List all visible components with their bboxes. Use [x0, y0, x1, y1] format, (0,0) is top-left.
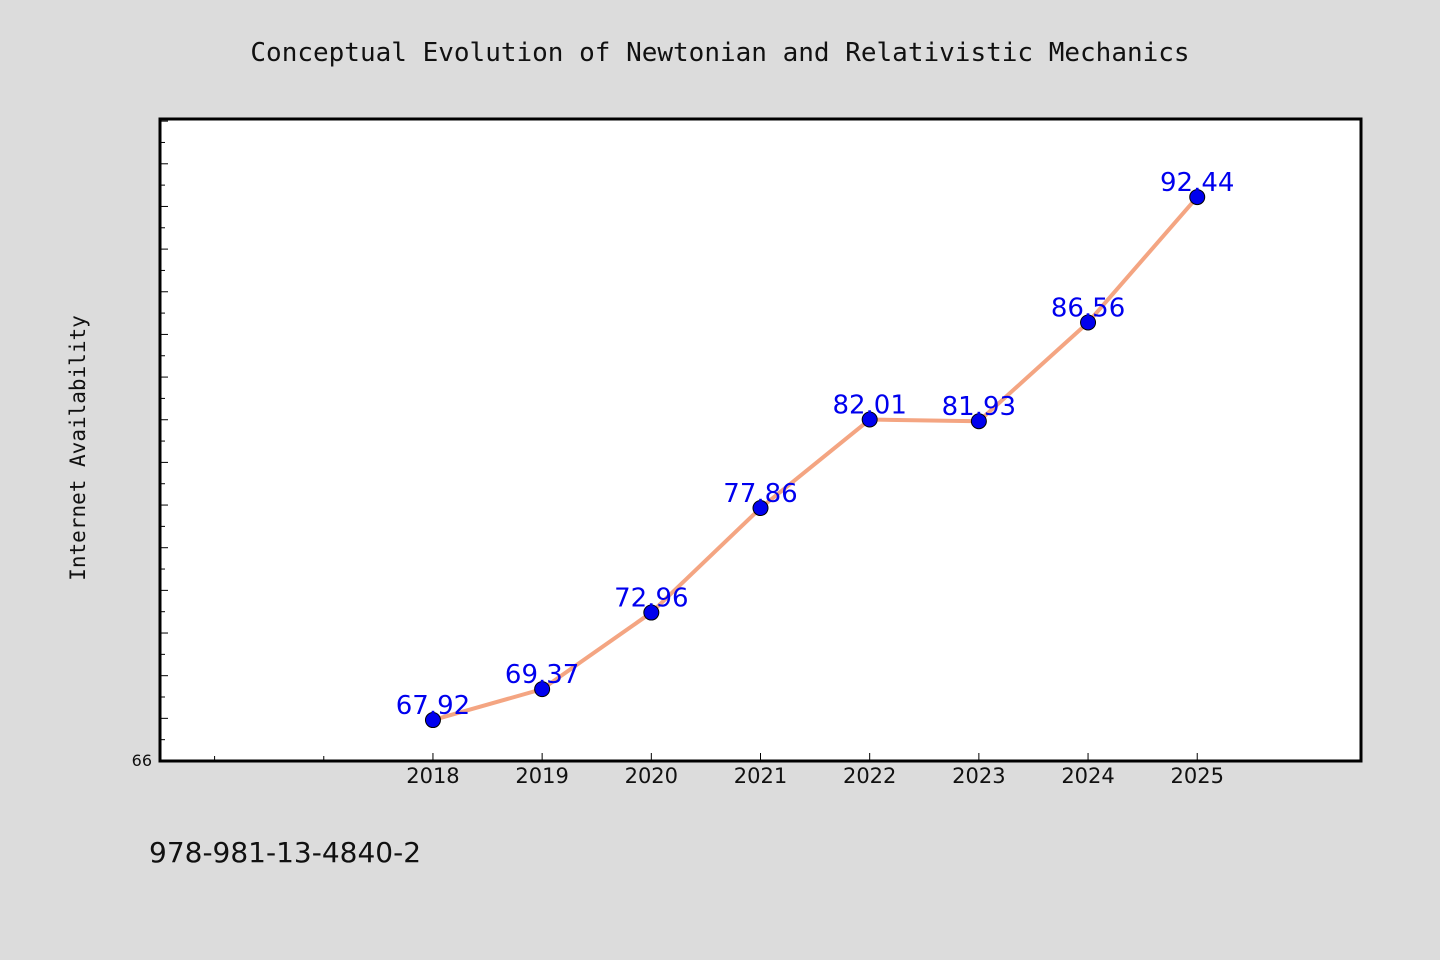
- x-tick-label: 2018: [406, 764, 459, 788]
- data-point: [643, 604, 660, 621]
- series-line: [430, 195, 1200, 723]
- data-label: 69.37: [505, 660, 579, 690]
- x-tick-label: 2025: [1171, 764, 1224, 788]
- data-point: [861, 411, 878, 428]
- data-label: 86.56: [1051, 293, 1125, 323]
- x-tick-label: 2020: [625, 764, 678, 788]
- data-point: [1080, 314, 1097, 331]
- data-label: 92.44: [1160, 168, 1234, 198]
- footer-isbn: 978-981-13-4840-2: [149, 836, 421, 869]
- data-label: 82.01: [832, 391, 906, 421]
- data-label: 81.93: [942, 392, 1016, 422]
- plot-frame: [158, 117, 1363, 763]
- data-label: 72.96: [614, 584, 688, 614]
- data-point: [752, 500, 769, 517]
- x-tick-label: 2021: [734, 764, 787, 788]
- data-point: [970, 413, 987, 430]
- chart-title: Conceptual Evolution of Newtonian and Re…: [250, 38, 1189, 68]
- data-labels: 67.92 69.37 72.96 77.86 82.01 81.93 86.56 92.44: [396, 168, 1235, 721]
- x-tick-label: 2023: [952, 764, 1005, 788]
- x-tick-label: 2019: [515, 764, 568, 788]
- data-label: 77.86: [723, 479, 797, 509]
- data-point: [534, 681, 551, 698]
- data-label: 67.92: [396, 691, 470, 721]
- data-points: [424, 189, 1206, 729]
- data-point: [1189, 189, 1206, 206]
- data-point: [424, 712, 441, 729]
- x-tick-label: 2022: [843, 764, 896, 788]
- y-axis-label: Internet Availability: [66, 315, 90, 581]
- plot-area: [160, 119, 1361, 761]
- y-min-tick-label: 66: [132, 751, 152, 770]
- x-ticks: 2018 2019 2020 2021 2022 2023 2024 2025: [214, 753, 1224, 788]
- x-tick-label: 2024: [1061, 764, 1114, 788]
